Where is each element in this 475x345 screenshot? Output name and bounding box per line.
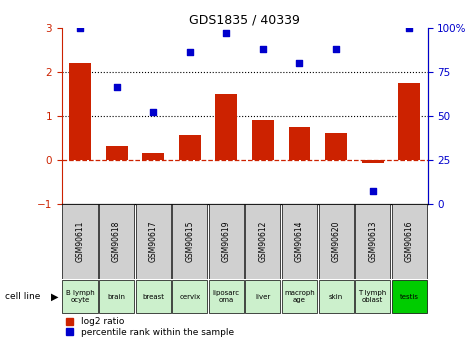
Text: liver: liver xyxy=(255,294,271,300)
FancyBboxPatch shape xyxy=(319,204,353,279)
FancyBboxPatch shape xyxy=(246,204,280,279)
Text: GSM90619: GSM90619 xyxy=(222,221,231,262)
Text: cervix: cervix xyxy=(179,294,200,300)
Bar xyxy=(105,146,128,159)
Bar xyxy=(288,127,311,159)
FancyBboxPatch shape xyxy=(209,204,244,279)
Text: B lymph
ocyte: B lymph ocyte xyxy=(66,290,95,303)
Point xyxy=(259,46,267,51)
Bar xyxy=(361,159,384,163)
Text: GSM90615: GSM90615 xyxy=(185,221,194,262)
Point xyxy=(405,25,413,30)
Point xyxy=(113,85,121,90)
FancyBboxPatch shape xyxy=(63,280,97,313)
Text: GSM90616: GSM90616 xyxy=(405,221,414,262)
Point xyxy=(149,109,157,115)
FancyBboxPatch shape xyxy=(246,280,280,313)
Text: GSM90612: GSM90612 xyxy=(258,221,267,262)
Bar xyxy=(398,82,420,159)
Text: ▶: ▶ xyxy=(51,292,58,302)
Text: T lymph
oblast: T lymph oblast xyxy=(359,290,387,303)
FancyBboxPatch shape xyxy=(209,280,244,313)
FancyBboxPatch shape xyxy=(172,280,207,313)
Text: GSM90620: GSM90620 xyxy=(332,221,341,262)
FancyBboxPatch shape xyxy=(319,280,353,313)
Text: brain: brain xyxy=(108,294,125,300)
Text: macroph
age: macroph age xyxy=(284,290,315,303)
Text: GSM90617: GSM90617 xyxy=(149,221,158,262)
Point xyxy=(369,188,377,194)
Point xyxy=(186,49,194,55)
FancyBboxPatch shape xyxy=(136,280,171,313)
Point xyxy=(222,30,230,36)
Text: GSM90614: GSM90614 xyxy=(295,221,304,262)
Bar xyxy=(252,120,274,159)
Text: skin: skin xyxy=(329,294,343,300)
Bar xyxy=(215,93,238,159)
Legend: log2 ratio, percentile rank within the sample: log2 ratio, percentile rank within the s… xyxy=(66,317,234,337)
Point xyxy=(332,46,340,51)
Text: liposarc
oma: liposarc oma xyxy=(213,290,240,303)
Bar xyxy=(69,63,91,159)
Bar xyxy=(142,153,164,159)
Bar xyxy=(325,133,347,159)
Text: testis: testis xyxy=(399,294,419,300)
Text: GSM90611: GSM90611 xyxy=(76,221,85,262)
FancyBboxPatch shape xyxy=(282,280,317,313)
Text: cell line: cell line xyxy=(5,292,40,301)
Text: GSM90613: GSM90613 xyxy=(368,221,377,262)
Point xyxy=(295,60,304,66)
FancyBboxPatch shape xyxy=(99,204,134,279)
FancyBboxPatch shape xyxy=(355,280,390,313)
FancyBboxPatch shape xyxy=(392,204,427,279)
FancyBboxPatch shape xyxy=(172,204,207,279)
FancyBboxPatch shape xyxy=(355,204,390,279)
Text: breast: breast xyxy=(142,294,164,300)
Bar xyxy=(179,135,201,159)
Point xyxy=(76,25,84,30)
Title: GDS1835 / 40339: GDS1835 / 40339 xyxy=(189,13,300,27)
FancyBboxPatch shape xyxy=(282,204,317,279)
FancyBboxPatch shape xyxy=(392,280,427,313)
FancyBboxPatch shape xyxy=(99,280,134,313)
Text: GSM90618: GSM90618 xyxy=(112,221,121,262)
FancyBboxPatch shape xyxy=(63,204,97,279)
FancyBboxPatch shape xyxy=(136,204,171,279)
